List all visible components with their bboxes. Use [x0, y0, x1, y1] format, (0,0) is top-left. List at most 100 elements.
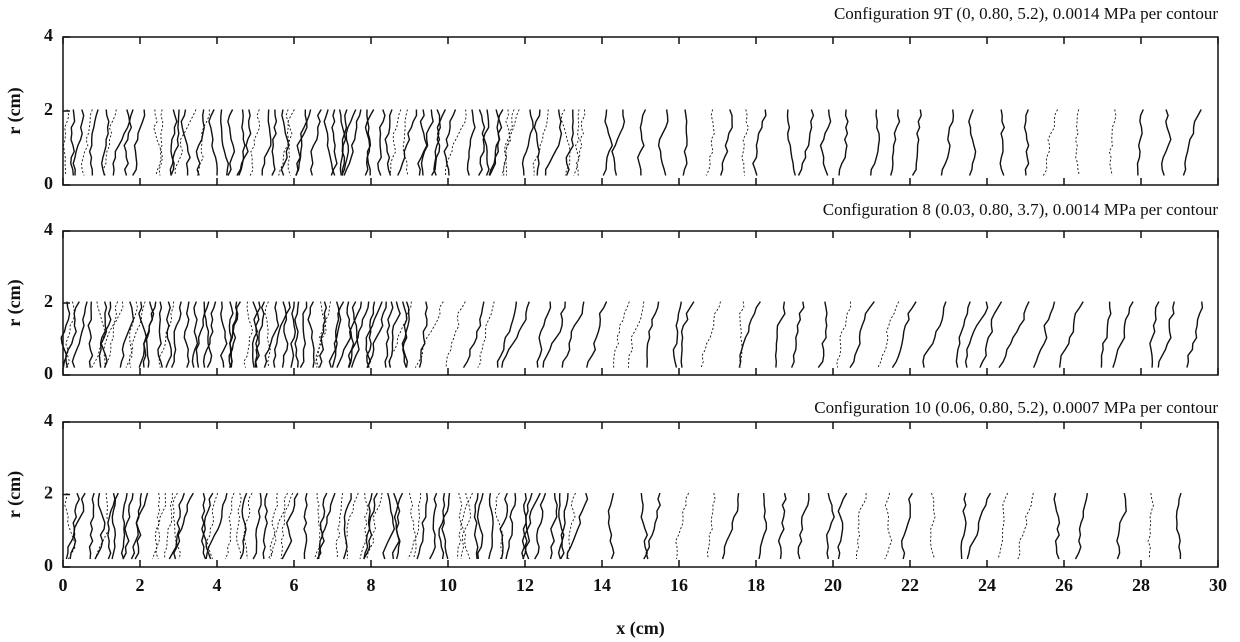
contour-line	[338, 109, 347, 176]
contour-line	[122, 493, 134, 560]
contour-line	[741, 109, 749, 176]
x-tick-label: 30	[1209, 575, 1227, 595]
contour-line	[346, 301, 355, 368]
contour-line	[165, 301, 173, 368]
contour-line	[174, 109, 197, 176]
contour-line	[202, 301, 217, 368]
contour-line	[236, 109, 252, 176]
y-tick-label: 2	[44, 483, 53, 503]
x-tick-label: 12	[516, 575, 534, 595]
contour-line	[249, 109, 261, 176]
contour-line	[286, 109, 295, 176]
contour-line	[100, 109, 110, 176]
contour-line	[336, 301, 362, 368]
contour-line	[173, 492, 194, 560]
y-tick-label: 0	[44, 173, 53, 193]
y-tick-label: 4	[44, 410, 53, 430]
y-tick-label: 2	[44, 291, 53, 311]
contour-line	[607, 492, 615, 560]
contour-line	[314, 301, 331, 368]
y-axis-label: r (cm)	[4, 471, 25, 518]
contour-line	[504, 109, 515, 176]
x-tick-label: 18	[747, 575, 765, 595]
contour-line	[466, 109, 476, 176]
contour-line	[417, 109, 428, 176]
contour-line	[549, 493, 558, 560]
contour-line	[335, 493, 344, 560]
x-tick-label: 24	[978, 575, 996, 595]
contour-line	[1116, 492, 1127, 560]
contour-line	[262, 492, 268, 560]
panel-title: Configuration 10 (0.06, 0.80, 5.2), 0.00…	[814, 398, 1218, 417]
contour-line	[134, 492, 142, 560]
contour-line	[817, 301, 828, 369]
contour-line	[586, 301, 608, 368]
contour-line	[558, 493, 565, 560]
contour-line	[299, 301, 308, 368]
contour-line	[611, 109, 626, 176]
contour-line	[393, 492, 404, 560]
contour-line	[315, 301, 326, 368]
contour-line	[445, 301, 466, 368]
contour-line	[280, 109, 290, 176]
contour-line	[429, 492, 438, 560]
contour-line	[251, 301, 261, 368]
contour-line	[363, 492, 373, 560]
contour-line	[1058, 301, 1084, 368]
contour-line	[87, 301, 94, 368]
contour-line	[389, 109, 402, 176]
contour-line	[402, 109, 409, 176]
contour-line	[838, 109, 849, 176]
contour-line	[1157, 301, 1175, 368]
x-tick-label: 28	[1132, 575, 1150, 595]
contour-line	[100, 301, 108, 368]
contour-line	[132, 109, 146, 176]
contour-line	[384, 109, 393, 176]
contour-line	[1074, 492, 1089, 560]
contour-line	[758, 493, 768, 560]
contour-line	[111, 492, 119, 560]
contour-line	[407, 493, 422, 560]
contour-line	[870, 109, 881, 176]
contour-line	[98, 301, 112, 368]
contour-line	[414, 301, 444, 368]
y-tick-label: 0	[44, 555, 53, 575]
contour-line	[152, 493, 161, 560]
contour-line	[170, 109, 178, 176]
contour-line	[499, 492, 509, 560]
contour-line	[120, 492, 128, 560]
contour-line	[489, 109, 504, 176]
contour-line	[64, 493, 76, 560]
contours	[63, 109, 1202, 176]
contour-line	[191, 301, 199, 368]
contour-line	[628, 301, 645, 368]
plot-frame	[62, 421, 1219, 568]
contour-line	[640, 493, 649, 560]
contour-line	[478, 109, 490, 176]
contour-line	[786, 109, 796, 176]
contour-line	[819, 109, 832, 176]
x-tick-label: 26	[1055, 575, 1073, 595]
contour-line	[344, 492, 359, 560]
contour-line	[544, 109, 563, 176]
contour-line	[72, 109, 85, 176]
x-tick-label: 20	[824, 575, 842, 595]
contour-line	[350, 301, 360, 368]
contour-line	[476, 492, 484, 560]
contour-line	[503, 109, 520, 176]
contour-line	[460, 492, 471, 560]
contour-line	[208, 109, 218, 176]
contour-line	[536, 301, 552, 368]
contour-line	[494, 492, 504, 560]
plot-frame	[62, 36, 1219, 186]
contour-line	[940, 109, 955, 176]
contour-line	[438, 493, 451, 560]
contour-line	[278, 109, 293, 176]
contour-line	[1160, 109, 1172, 176]
contour-line	[272, 301, 291, 368]
contour-line	[602, 109, 614, 176]
contour-line	[999, 109, 1006, 176]
contour-line	[968, 109, 977, 176]
contour-line	[267, 492, 288, 560]
